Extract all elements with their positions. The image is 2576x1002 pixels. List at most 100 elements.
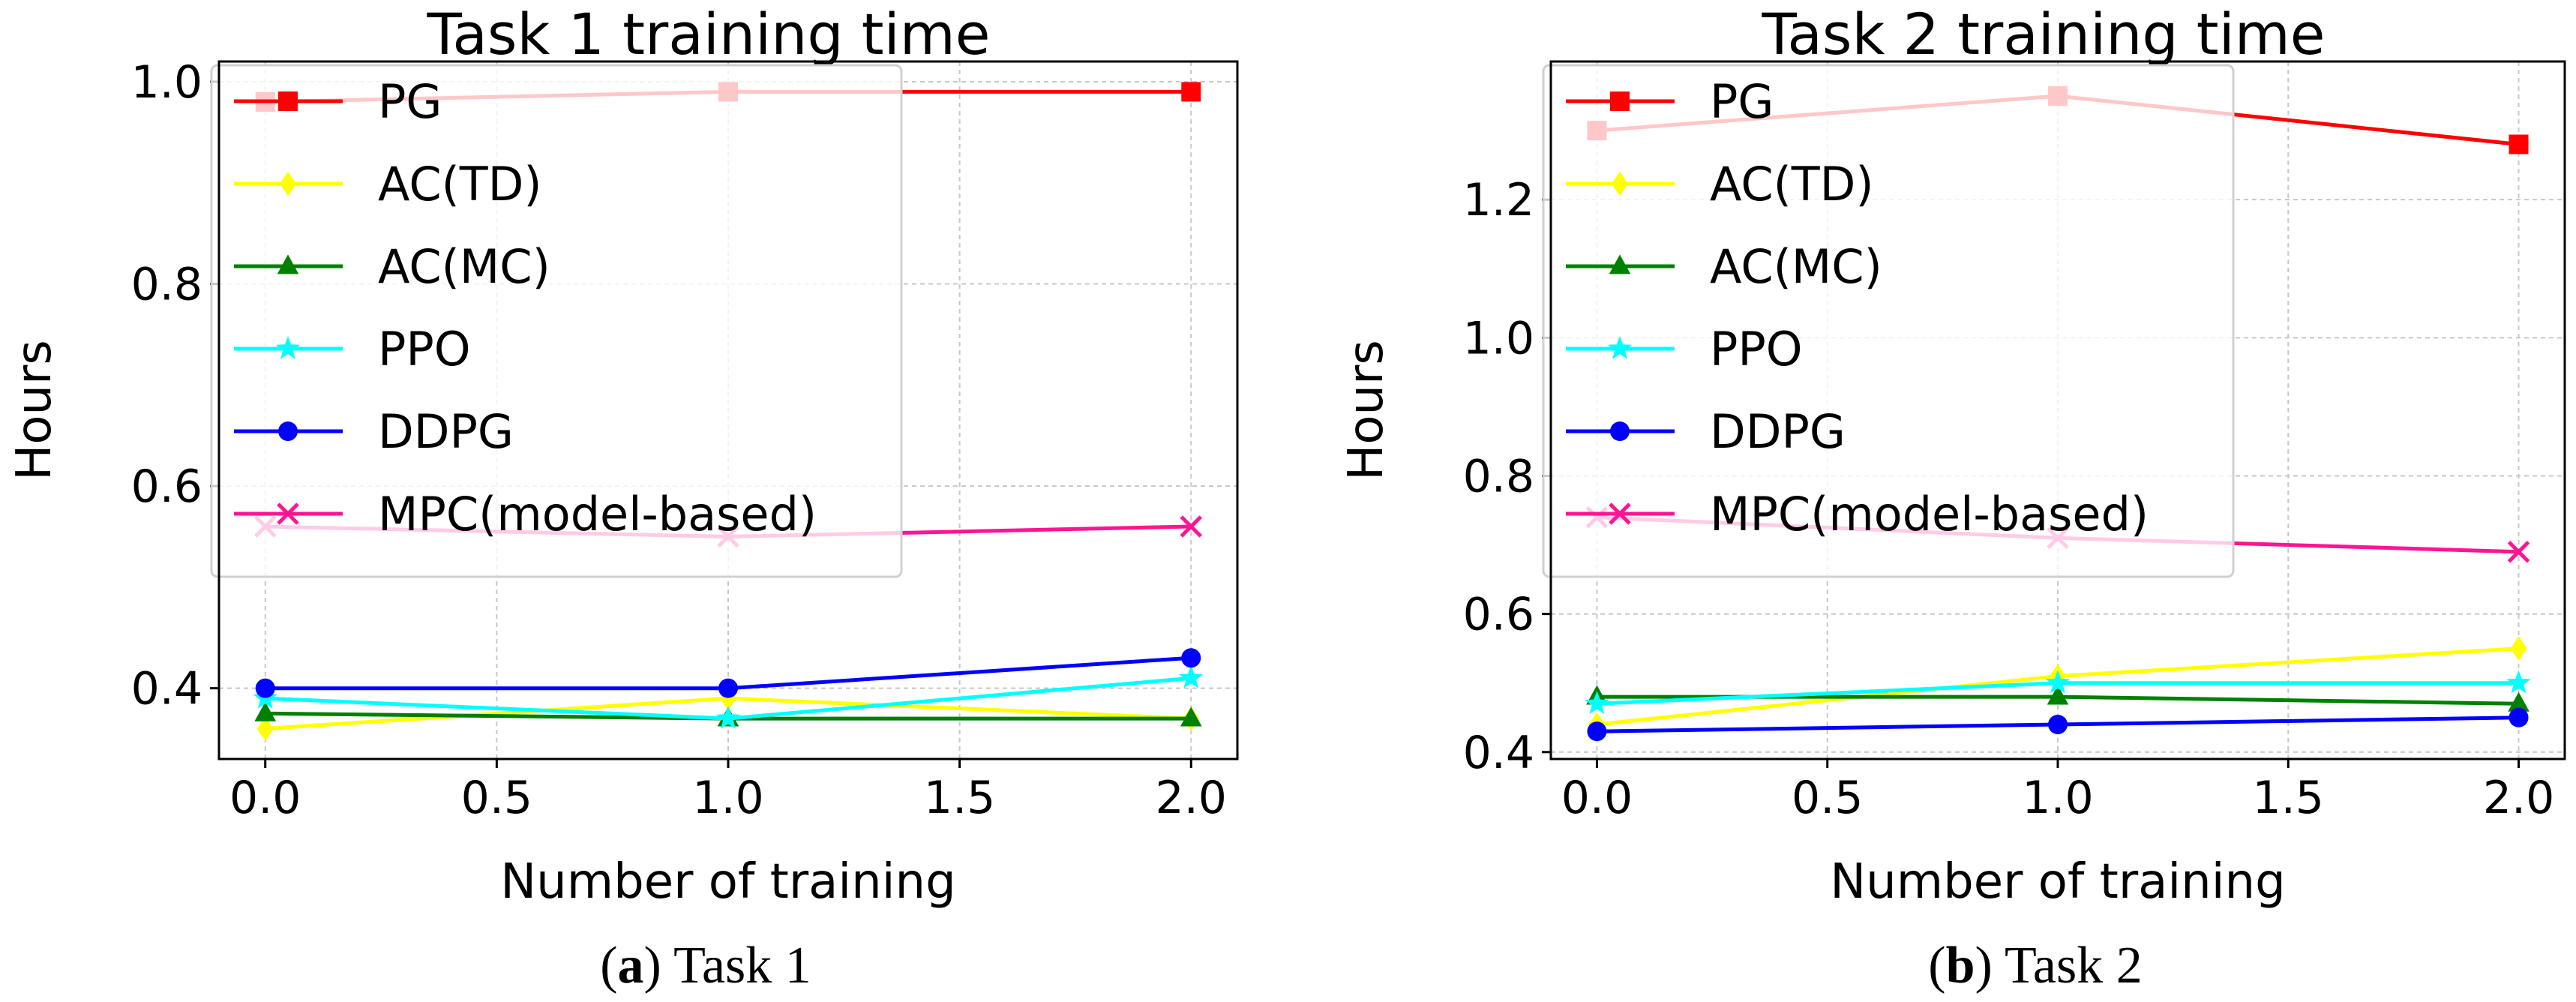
x-tick-label: 1.0	[2022, 772, 2093, 824]
data-point	[1179, 665, 1204, 688]
legend-box	[210, 64, 903, 578]
y-tick-label: 0.6	[131, 460, 202, 513]
caption-paren-open: (	[1928, 937, 1945, 994]
axis-ticks: 0.0 0.5 1.0 1.5 2.0 0.4 0.6 0.8 1.0	[131, 56, 1227, 824]
legend-entry: PPO	[234, 322, 471, 376]
y-tick-label: 1.2	[1463, 174, 1534, 226]
legend-marker	[275, 336, 301, 359]
legend-marker	[277, 254, 299, 274]
data-point	[2506, 670, 2531, 694]
y-tick-label: 1.0	[131, 56, 202, 109]
y-tick-label: 1.0	[1463, 312, 1534, 364]
legend-entry: MPC(model-based)	[1566, 487, 2149, 542]
legend-label: DDPG	[1710, 404, 1846, 459]
axis-ticks: 0.0 0.5 1.0 1.5 2.0 0.4 0.6 0.8 1.0 1.2	[1463, 174, 2555, 824]
data-point	[2507, 540, 2530, 563]
data-point	[256, 716, 274, 741]
legend-label: MPC(model-based)	[378, 487, 817, 542]
data-point	[255, 678, 275, 698]
legend-entry: AC(TD)	[1566, 157, 1874, 212]
legend-label: PG	[378, 74, 442, 129]
data-point	[1180, 706, 1202, 727]
y-tick-label: 0.8	[131, 259, 202, 311]
data-point	[1180, 515, 1203, 538]
x-tick-label: 0.0	[229, 772, 301, 824]
data-point	[1587, 722, 1607, 742]
data-point	[2048, 714, 2068, 734]
x-tick-label: 0.5	[461, 772, 532, 824]
legend-entry: AC(MC)	[234, 239, 550, 294]
series-ppo	[1585, 670, 2531, 714]
legend: PG AC(TD) AC(MC) PPO DDPG MPC(model-based)	[210, 64, 903, 578]
x-tick-label: 1.0	[692, 772, 763, 824]
data-point	[2045, 670, 2071, 694]
chart-title: Task 1 training time	[427, 1, 991, 68]
caption-paren-close: )	[644, 937, 674, 994]
x-tick-label: 2.0	[2483, 772, 2554, 824]
y-tick-label: 0.8	[1463, 450, 1534, 502]
data-point	[2508, 692, 2530, 712]
y-tick-label: 0.6	[1463, 589, 1534, 641]
legend-entry: PPO	[1566, 322, 1803, 376]
legend-marker	[277, 502, 299, 525]
legend-marker	[1610, 422, 1630, 441]
caption-text: Task 2	[2005, 937, 2143, 994]
legend-marker	[1609, 254, 1631, 274]
legend-marker	[1610, 92, 1630, 111]
legend-label: PPO	[1710, 322, 1803, 376]
y-tick-label: 0.4	[1463, 727, 1534, 779]
data-point	[2509, 707, 2529, 728]
legend-marker	[1611, 171, 1629, 196]
caption: (a) Task 1	[600, 937, 811, 994]
x-tick-label: 0.5	[1792, 772, 1863, 824]
data-point	[1585, 691, 1609, 714]
data-point	[1181, 82, 1201, 102]
caption-text: Task 1	[673, 937, 811, 994]
data-point	[2510, 636, 2527, 661]
data-point	[718, 678, 738, 698]
data-point	[254, 701, 277, 722]
legend-marker	[1607, 336, 1633, 359]
chart-title: Task 2 training time	[1762, 1, 2326, 68]
legend-box	[1542, 64, 2235, 578]
data-point	[2509, 134, 2529, 154]
legend-entry: AC(MC)	[1566, 239, 1882, 294]
legend-marker	[1609, 502, 1631, 525]
y-tick-label: 0.4	[131, 663, 202, 716]
legend-label: AC(TD)	[1710, 157, 1874, 212]
data-point	[715, 706, 741, 729]
legend-label: PPO	[378, 322, 471, 376]
legend-marker	[279, 171, 297, 196]
caption-paren-open: (	[600, 937, 617, 994]
legend-entry: PG	[234, 74, 442, 129]
caption: (b) Task 2	[1928, 937, 2142, 994]
x-tick-label: 1.5	[2253, 772, 2324, 824]
y-axis-label: Hours	[1339, 340, 1394, 481]
legend-label: PG	[1710, 74, 1774, 129]
legend-entry: DDPG	[1566, 404, 1846, 459]
x-tick-label: 0.0	[1561, 772, 1633, 824]
legend-label: DDPG	[378, 404, 514, 459]
legend-label: AC(TD)	[378, 157, 542, 212]
caption-paren-close: )	[1975, 937, 2005, 994]
x-tick-label: 1.5	[924, 772, 995, 824]
legend-marker	[278, 422, 298, 441]
legend-entry: MPC(model-based)	[234, 487, 817, 542]
data-point	[2047, 685, 2069, 705]
x-axis-label: Number of training	[1830, 854, 2285, 910]
series-ddpg	[255, 648, 1201, 698]
legend-entry: DDPG	[234, 404, 514, 459]
legend-entry: PG	[1566, 74, 1774, 129]
series-ddpg	[1587, 707, 2529, 742]
axes-frame	[1549, 60, 2566, 760]
legend-marker	[278, 92, 298, 111]
legend: PG AC(TD) AC(MC) PPO DDPG MPC(model-based)	[1542, 64, 2235, 578]
legend-entry: AC(TD)	[234, 157, 542, 212]
data-point	[719, 686, 737, 711]
caption-letter: b	[1946, 937, 1975, 994]
legend-label: MPC(model-based)	[1710, 487, 2149, 542]
caption-letter: a	[618, 937, 644, 994]
